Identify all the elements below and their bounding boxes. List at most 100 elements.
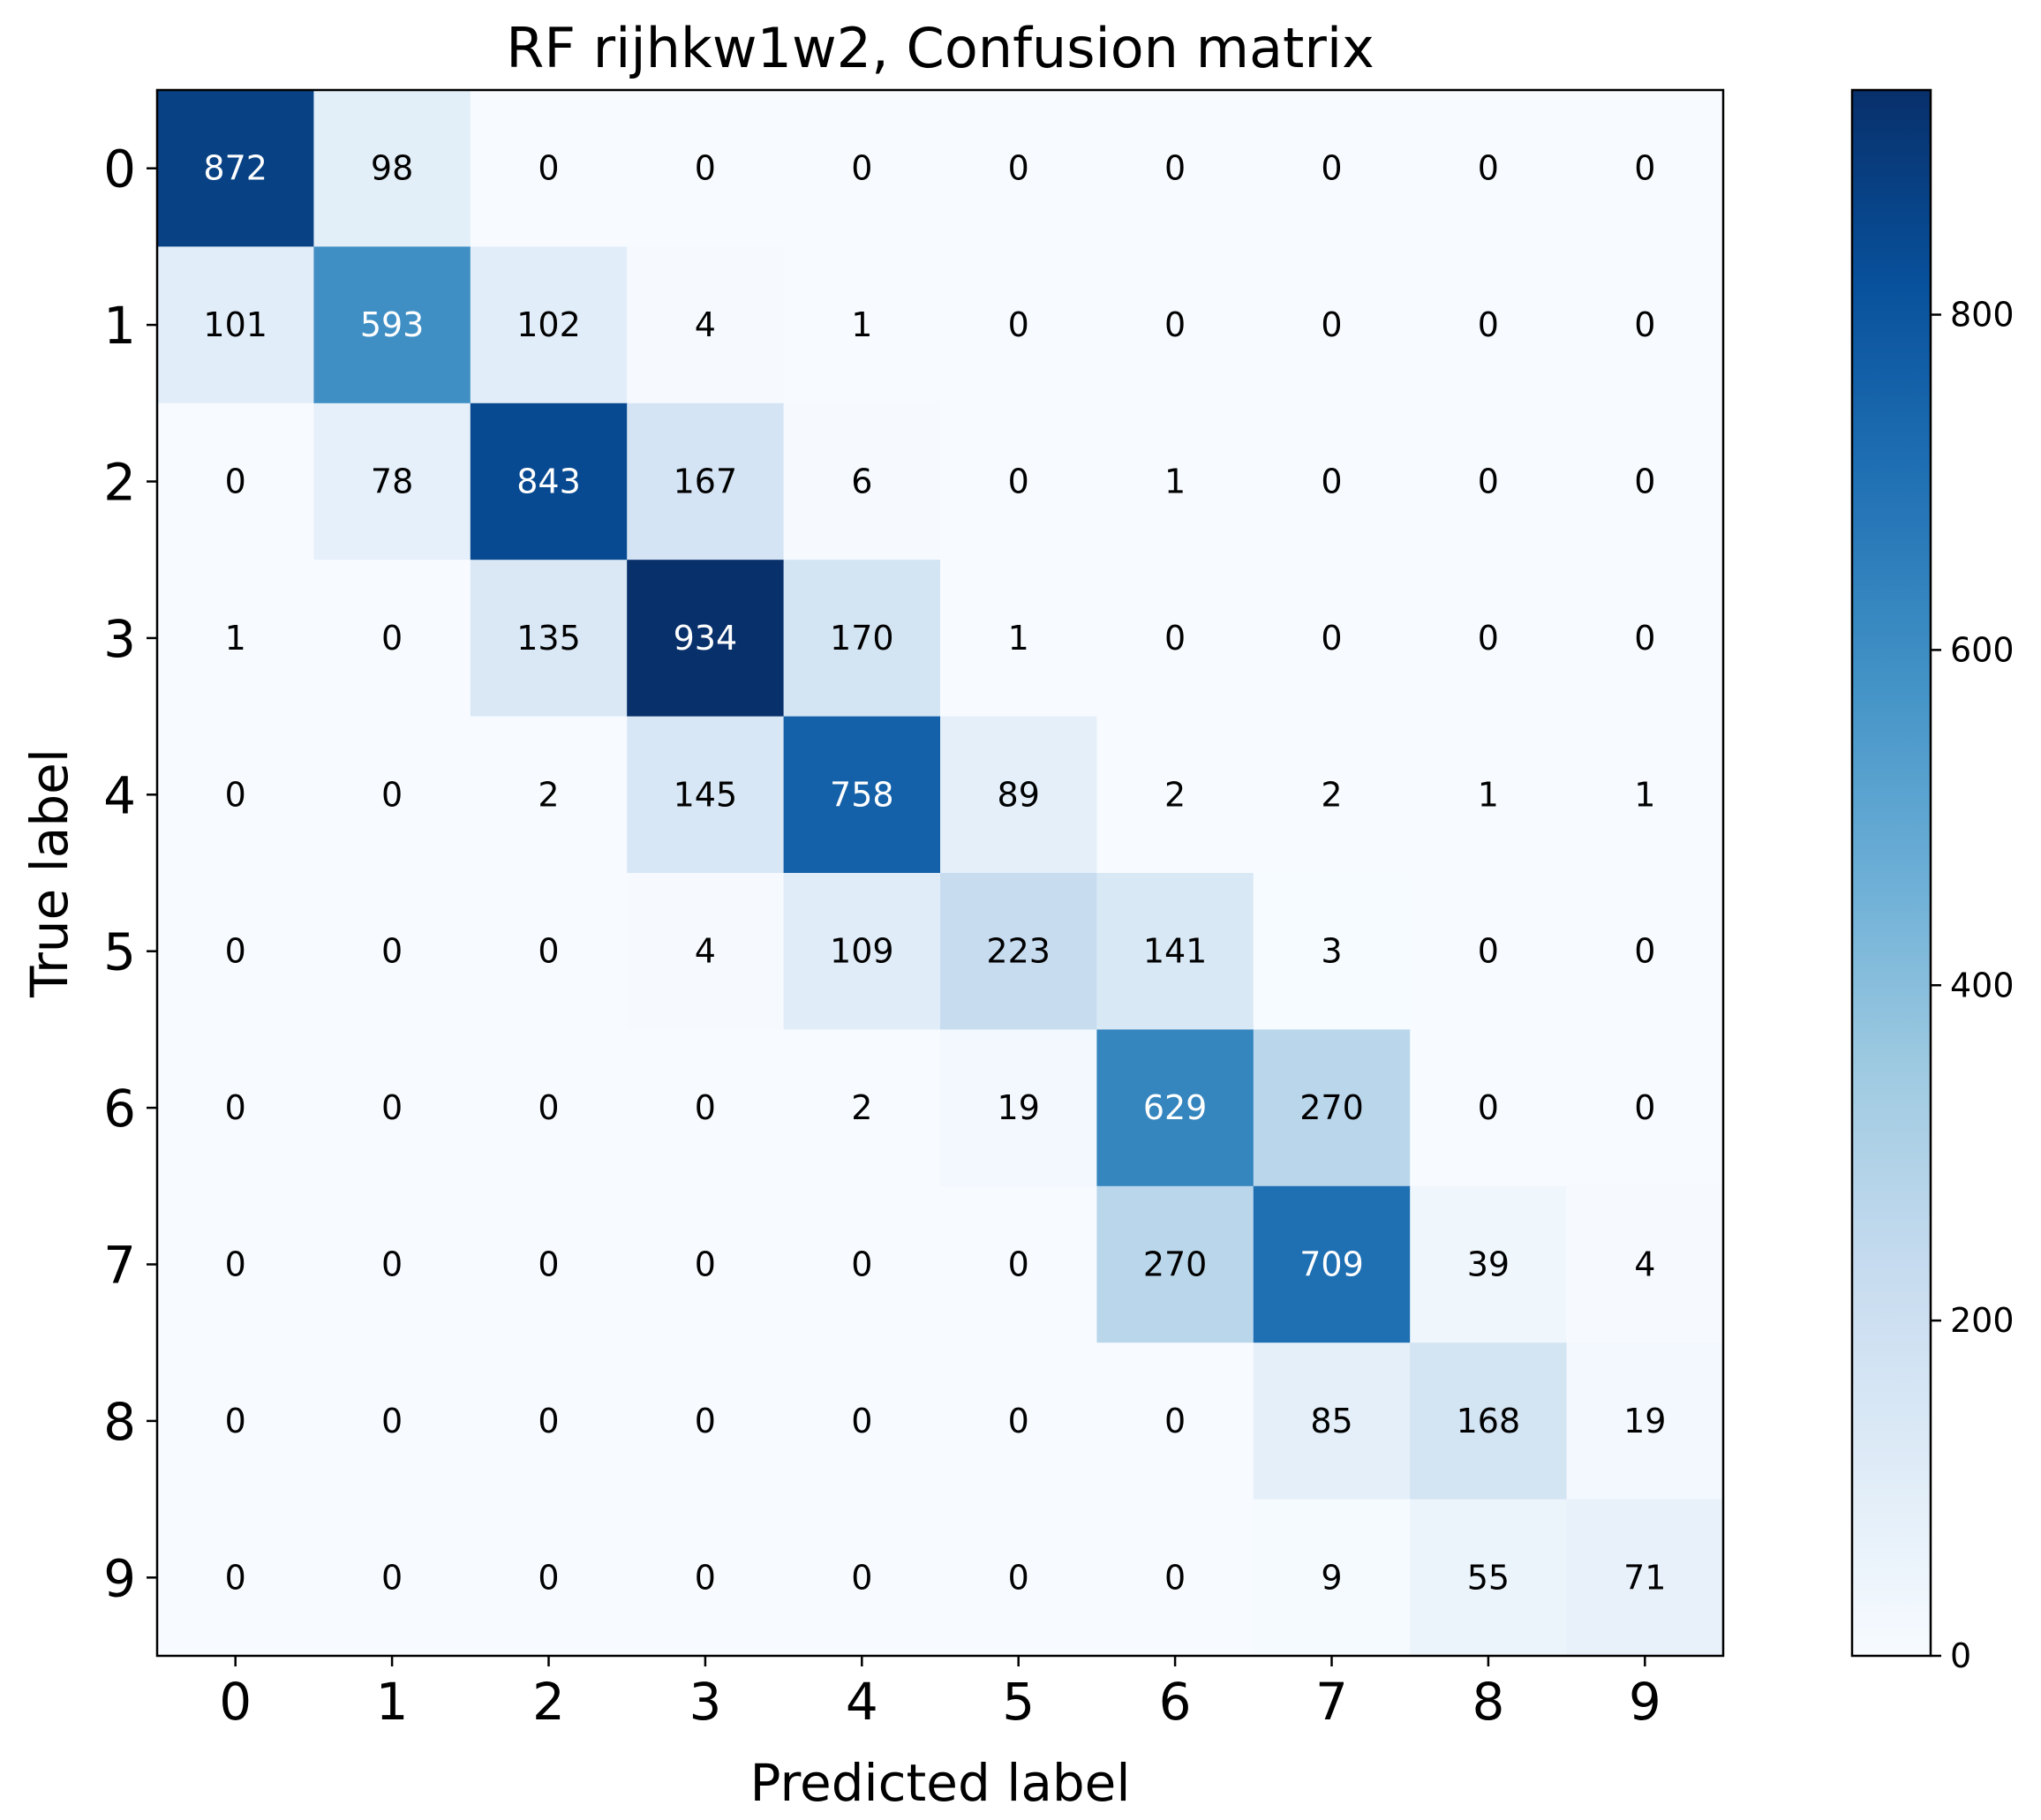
heatmap-cell [1566,1185,1724,1343]
x-tick-label: 4 [846,1672,878,1732]
heatmap-cell [783,873,941,1030]
heatmap-cell [313,246,471,404]
heatmap-cell [1096,1499,1254,1657]
chart-title: RF rijhkw1w2, Confusion matrix [506,16,1374,80]
cell-value-label: 0 [381,1088,403,1127]
cell-value-label: 39 [1467,1245,1510,1284]
cell-value-label: 168 [1457,1402,1521,1440]
heatmap-cell [940,1342,1097,1500]
heatmap-cell [313,1499,471,1657]
cell-value-label: 1 [1008,619,1029,658]
heatmap-cell [1096,402,1254,560]
heatmap-cell [313,873,471,1030]
cell-value-label: 0 [695,1558,716,1597]
heatmap-cell [1096,246,1254,404]
heatmap-cell [940,1499,1097,1657]
heatmap-cell [940,1029,1097,1187]
colorbar-tick-label: 0 [1950,1636,1971,1675]
cell-value-label: 593 [360,305,425,344]
heatmap-cell [1410,1342,1568,1500]
cell-value-label: 0 [381,1558,403,1597]
colorbar-tick-label: 600 [1950,630,2015,669]
x-tick-label: 9 [1629,1672,1661,1732]
cell-value-label: 0 [1164,305,1186,344]
cell-value-label: 0 [1321,619,1342,658]
cell-value-label: 1 [1478,775,1499,814]
cell-value-label: 0 [1478,463,1499,501]
heatmap-cell [1253,1499,1411,1657]
heatmap-cell [1253,1185,1411,1343]
cell-value-label: 102 [516,305,581,344]
heatmap-cell [313,90,471,247]
heatmap-cell [313,716,471,874]
heatmap-cell [1566,1342,1724,1500]
heatmap-cell [470,1185,628,1343]
cell-value-label: 0 [1164,1402,1186,1440]
heatmap-cell [1410,560,1568,718]
heatmap-cell [627,1499,785,1657]
heatmap-cell [1566,246,1724,404]
heatmap-cell [1410,246,1568,404]
heatmap-cell [1253,1029,1411,1187]
cell-value-label: 0 [851,1558,872,1597]
cell-value-label: 709 [1299,1245,1364,1284]
cell-value-label: 0 [695,1088,716,1127]
cell-value-label: 0 [1478,305,1499,344]
heatmap-cell [627,560,785,718]
colorbar-ticks: 0 200 400 600 800 [1931,296,2015,1675]
heatmap-cell [313,560,471,718]
heatmap-cell [470,1342,628,1500]
colorbar-tick-label: 400 [1950,966,2015,1004]
heatmap-cell [157,873,314,1030]
cell-value-label: 0 [1164,149,1186,188]
x-tick-label: 8 [1472,1672,1504,1732]
heatmap-cell [1096,1185,1254,1343]
cell-value-label: 0 [225,1402,246,1440]
cell-value-label: 758 [830,775,894,814]
heatmap-cell [157,1499,314,1657]
heatmap-cell [1096,90,1254,247]
heatmap-cell [783,1499,941,1657]
cell-value-label: 0 [381,1402,403,1440]
colorbar-tick-label: 200 [1950,1301,2015,1340]
cell-value-label: 0 [538,1245,559,1284]
cell-value-label: 0 [1008,463,1029,501]
heatmap-cell [157,1029,314,1187]
heatmap-cell [783,560,941,718]
cell-value-label: 1 [851,305,872,344]
heatmap-cell [1566,1499,1724,1657]
cell-value-label: 141 [1143,932,1208,971]
cell-value-label: 0 [1008,1402,1029,1440]
heatmap-cell [470,873,628,1030]
heatmap-cell [1410,716,1568,874]
heatmap-cell [627,402,785,560]
heatmap-cell [157,246,314,404]
cell-value-label: 0 [381,932,403,971]
cell-value-label: 2 [538,775,559,814]
heatmap-cell [940,246,1097,404]
heatmap-cell [1096,1342,1254,1500]
heatmap-cell [627,246,785,404]
heatmap-cell [157,560,314,718]
heatmap-cell [1410,90,1568,247]
y-tick-label: 4 [103,765,136,825]
cell-value-label: 9 [1321,1558,1342,1597]
x-tick-label: 5 [1002,1672,1035,1732]
cell-value-label: 0 [1008,149,1029,188]
heatmap-cell [1096,1029,1254,1187]
cell-value-label: 0 [381,775,403,814]
heatmap-cell [313,1342,471,1500]
y-tick-label: 3 [103,609,136,669]
heatmap-cell [313,1185,471,1343]
heatmap-cell [940,560,1097,718]
cell-value-label: 71 [1623,1558,1666,1597]
cell-value-label: 0 [1008,305,1029,344]
heatmap-cell [1410,1029,1568,1187]
heatmap-cell [1096,560,1254,718]
cell-value-label: 0 [695,149,716,188]
heatmap-cell [313,1029,471,1187]
cell-value-label: 843 [516,463,581,501]
heatmap-cell [1566,1029,1724,1187]
cell-value-label: 101 [203,305,267,344]
cell-value-label: 872 [203,149,267,188]
